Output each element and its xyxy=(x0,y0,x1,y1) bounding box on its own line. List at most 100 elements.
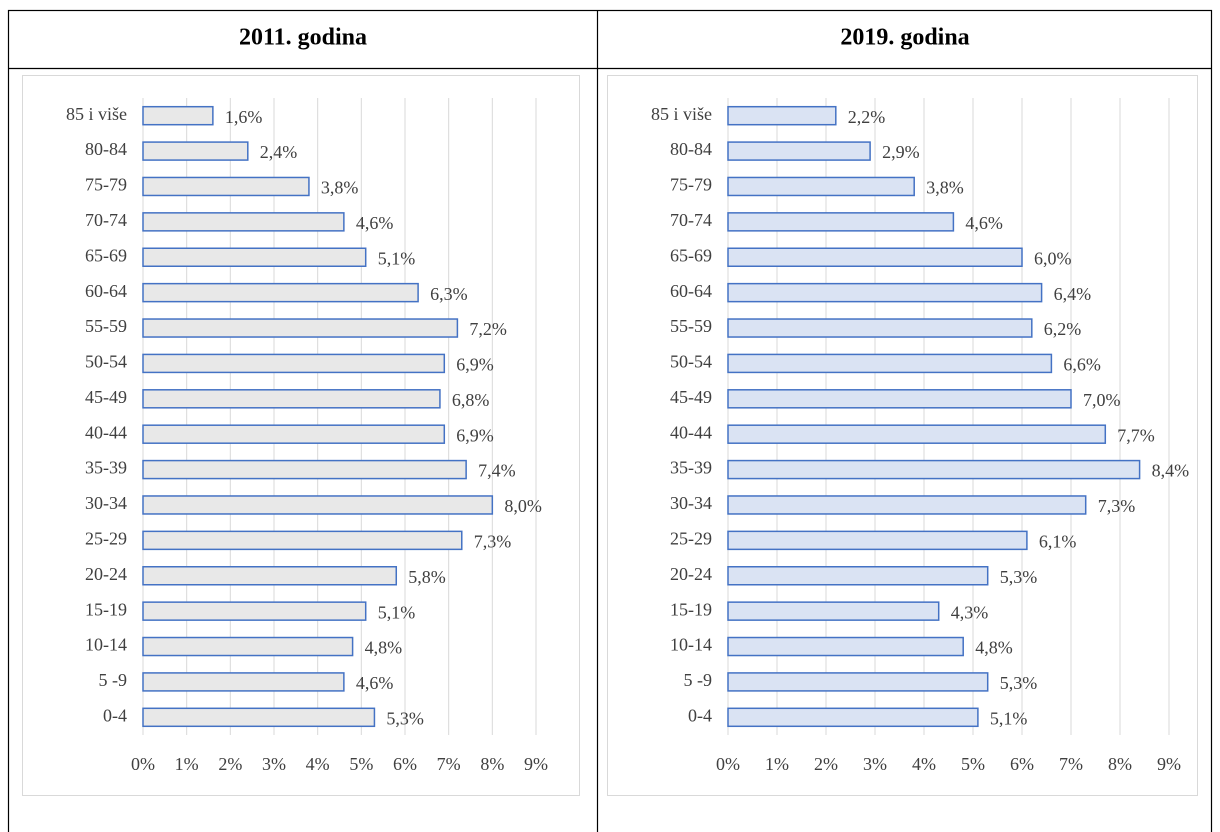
y-tick-label: 25-29 xyxy=(670,528,712,548)
y-tick-label: 65-69 xyxy=(85,245,127,265)
y-tick-label: 0-4 xyxy=(103,705,127,725)
y-tick-label: 35-39 xyxy=(670,458,712,478)
x-tick-label: 5% xyxy=(961,754,985,774)
x-tick-label: 1% xyxy=(765,754,789,774)
data-label: 2,9% xyxy=(882,142,920,162)
y-tick-label: 55-59 xyxy=(670,316,712,336)
x-tick-label: 8% xyxy=(480,754,504,774)
data-label: 6,9% xyxy=(456,425,494,445)
x-tick-label: 2% xyxy=(814,754,838,774)
y-tick-label: 60-64 xyxy=(85,281,127,301)
bar xyxy=(727,459,1141,480)
bar xyxy=(142,318,459,338)
data-label: 7,0% xyxy=(1083,390,1121,410)
data-label: 4,6% xyxy=(965,213,1003,233)
x-tick-label: 4% xyxy=(912,754,936,774)
data-label: 8,4% xyxy=(1152,461,1190,481)
data-label: 6,1% xyxy=(1039,531,1077,551)
y-tick-label: 45-49 xyxy=(670,387,712,407)
bar xyxy=(142,601,367,621)
data-label: 1,6% xyxy=(225,107,263,127)
bar xyxy=(142,105,214,126)
bar xyxy=(727,282,1043,303)
bar xyxy=(727,495,1087,515)
x-tick-label: 6% xyxy=(1010,754,1034,774)
y-tick-label: 50-54 xyxy=(670,352,712,372)
data-label: 5,8% xyxy=(408,567,446,587)
data-label: 6,4% xyxy=(1054,284,1092,304)
y-tick-label: 45-49 xyxy=(85,387,127,407)
bar xyxy=(142,389,441,409)
x-tick-label: 9% xyxy=(524,754,548,774)
bar xyxy=(727,707,979,728)
x-tick-label: 4% xyxy=(306,754,330,774)
data-label: 6,8% xyxy=(452,390,490,410)
x-tick-label: 0% xyxy=(131,754,155,774)
y-tick-label: 15-19 xyxy=(670,599,712,619)
y-tick-label: 10-14 xyxy=(670,635,712,655)
bar xyxy=(727,566,989,586)
y-tick-label: 85 i više xyxy=(651,104,712,124)
data-label: 6,6% xyxy=(1063,355,1101,375)
x-tick-label: 1% xyxy=(175,754,199,774)
data-label: 7,3% xyxy=(1098,496,1136,516)
x-tick-label: 9% xyxy=(1157,754,1181,774)
data-label: 5,3% xyxy=(386,708,424,728)
data-label: 6,2% xyxy=(1044,319,1082,339)
x-tick-label: 7% xyxy=(1059,754,1083,774)
y-tick-label: 75-79 xyxy=(85,175,127,195)
data-label: 4,6% xyxy=(356,673,394,693)
bar xyxy=(142,495,494,515)
x-tick-label: 8% xyxy=(1108,754,1132,774)
data-label: 5,1% xyxy=(990,708,1028,728)
y-tick-label: 40-44 xyxy=(85,422,127,442)
y-tick-label: 35-39 xyxy=(85,458,127,478)
bar xyxy=(142,247,367,267)
bar xyxy=(142,212,345,232)
y-tick-label: 65-69 xyxy=(670,245,712,265)
y-tick-label: 30-34 xyxy=(670,493,712,513)
bar xyxy=(142,636,354,657)
y-tick-label: 5 -9 xyxy=(684,670,713,690)
data-label: 3,8% xyxy=(926,178,964,198)
bar xyxy=(727,105,837,126)
bar xyxy=(142,566,398,586)
data-label: 5,1% xyxy=(378,602,416,622)
data-label: 2,2% xyxy=(848,107,886,127)
data-label: 7,7% xyxy=(1117,425,1155,445)
x-tick-label: 6% xyxy=(393,754,417,774)
bar xyxy=(727,672,989,692)
y-tick-label: 20-24 xyxy=(85,564,127,584)
bar xyxy=(727,389,1072,409)
bar xyxy=(142,459,467,480)
chart-title: 2019. godina xyxy=(840,25,969,51)
y-tick-label: 70-74 xyxy=(85,210,127,230)
y-tick-label: 55-59 xyxy=(85,316,127,336)
y-tick-label: 30-34 xyxy=(85,493,127,513)
bar xyxy=(142,353,446,374)
y-tick-label: 80-84 xyxy=(670,139,712,159)
y-tick-label: 0-4 xyxy=(688,705,712,725)
data-label: 7,4% xyxy=(478,461,515,481)
bar xyxy=(727,530,1028,551)
y-tick-label: 40-44 xyxy=(670,422,712,442)
data-label: 5,3% xyxy=(1000,673,1037,693)
bar xyxy=(142,282,419,303)
y-tick-label: 50-54 xyxy=(85,352,127,372)
y-tick-label: 25-29 xyxy=(85,528,127,548)
bar xyxy=(727,247,1023,267)
chart-title: 2011. godina xyxy=(239,25,367,51)
bar xyxy=(142,530,463,551)
data-label: 4,3% xyxy=(951,602,989,622)
x-tick-label: 5% xyxy=(349,754,373,774)
x-tick-label: 0% xyxy=(716,754,740,774)
bar xyxy=(142,707,376,728)
bar xyxy=(727,424,1107,444)
data-label: 5,1% xyxy=(378,248,416,268)
data-label: 6,3% xyxy=(430,284,468,304)
data-label: 4,8% xyxy=(365,638,403,658)
bar xyxy=(727,212,955,232)
x-tick-label: 3% xyxy=(262,754,286,774)
